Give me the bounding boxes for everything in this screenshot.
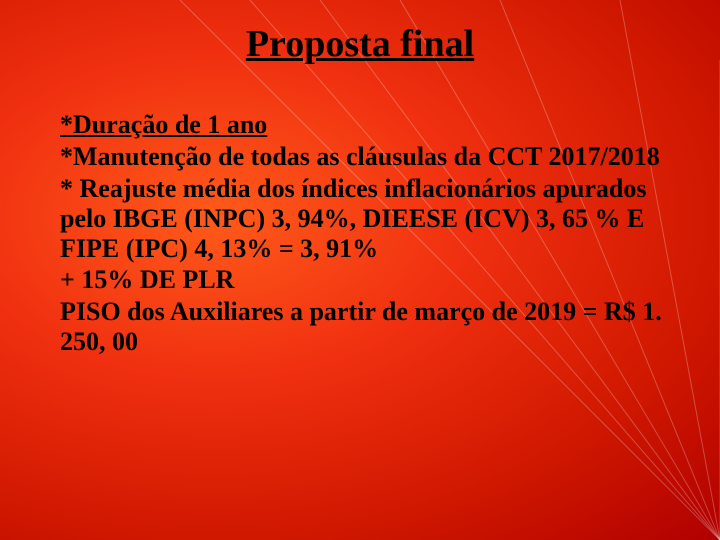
- bullet-maintenance: *Manutenção de todas as cláusulas da CCT…: [60, 142, 680, 172]
- bullet-duration: *Duração de 1 ano: [60, 110, 680, 140]
- slide: Proposta final *Duração de 1 ano *Manute…: [0, 0, 720, 540]
- bullet-adjustment: * Reajuste média dos índices inflacionár…: [60, 174, 680, 264]
- bullet-floor: PISO dos Auxiliares a partir de março de…: [60, 297, 680, 357]
- bullet-plr: + 15% DE PLR: [60, 265, 680, 295]
- slide-title: Proposta final: [0, 22, 720, 66]
- slide-body: *Duração de 1 ano *Manutenção de todas a…: [60, 110, 680, 359]
